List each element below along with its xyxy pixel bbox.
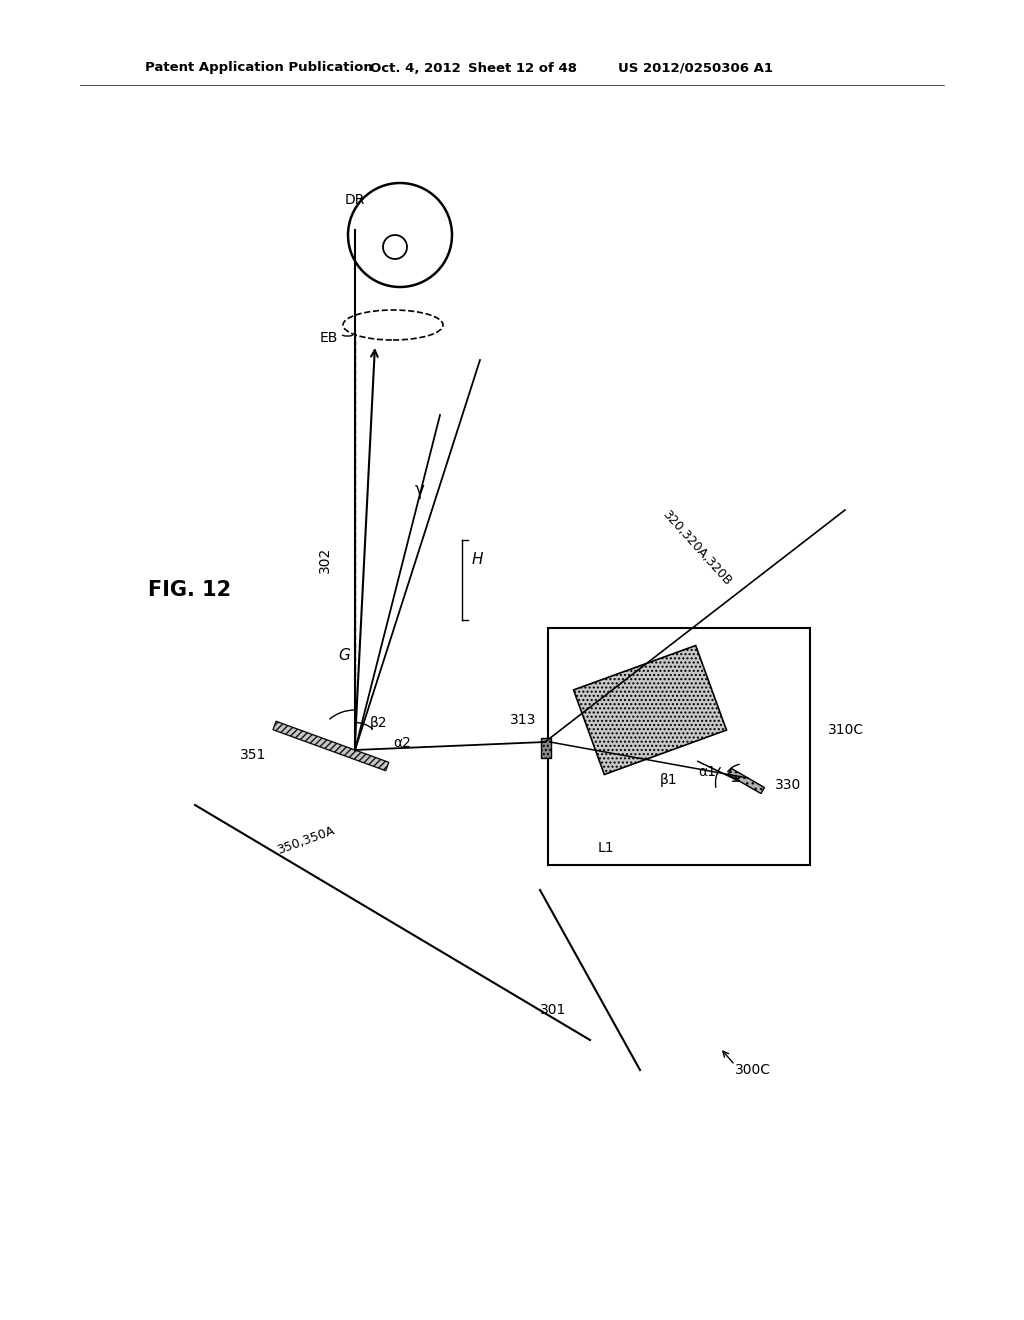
Text: Oct. 4, 2012: Oct. 4, 2012 bbox=[370, 62, 461, 74]
Text: 313: 313 bbox=[510, 713, 537, 727]
Text: β1: β1 bbox=[660, 774, 678, 787]
Text: γ: γ bbox=[415, 480, 425, 499]
Polygon shape bbox=[541, 738, 551, 758]
Text: 310C: 310C bbox=[828, 723, 864, 737]
Text: β2: β2 bbox=[370, 715, 387, 730]
Text: G: G bbox=[338, 648, 350, 663]
Polygon shape bbox=[573, 645, 726, 775]
Text: US 2012/0250306 A1: US 2012/0250306 A1 bbox=[618, 62, 773, 74]
Text: FIG. 12: FIG. 12 bbox=[148, 579, 231, 601]
Text: Sheet 12 of 48: Sheet 12 of 48 bbox=[468, 62, 577, 74]
Polygon shape bbox=[273, 721, 389, 771]
Text: 351: 351 bbox=[240, 748, 266, 762]
Text: H: H bbox=[472, 553, 483, 568]
Text: DR: DR bbox=[345, 193, 366, 207]
Text: 320,320A,320B: 320,320A,320B bbox=[660, 508, 734, 589]
Text: 350,350A: 350,350A bbox=[275, 824, 336, 857]
Text: α1: α1 bbox=[698, 766, 716, 779]
Text: α2: α2 bbox=[393, 737, 411, 750]
Text: 300C: 300C bbox=[735, 1063, 771, 1077]
Text: Patent Application Publication: Patent Application Publication bbox=[145, 62, 373, 74]
Text: 301: 301 bbox=[540, 1003, 566, 1016]
Text: L1: L1 bbox=[598, 841, 614, 855]
Polygon shape bbox=[728, 768, 765, 793]
Text: 302: 302 bbox=[318, 546, 332, 573]
Text: 330: 330 bbox=[775, 777, 801, 792]
Text: EB: EB bbox=[319, 331, 338, 345]
